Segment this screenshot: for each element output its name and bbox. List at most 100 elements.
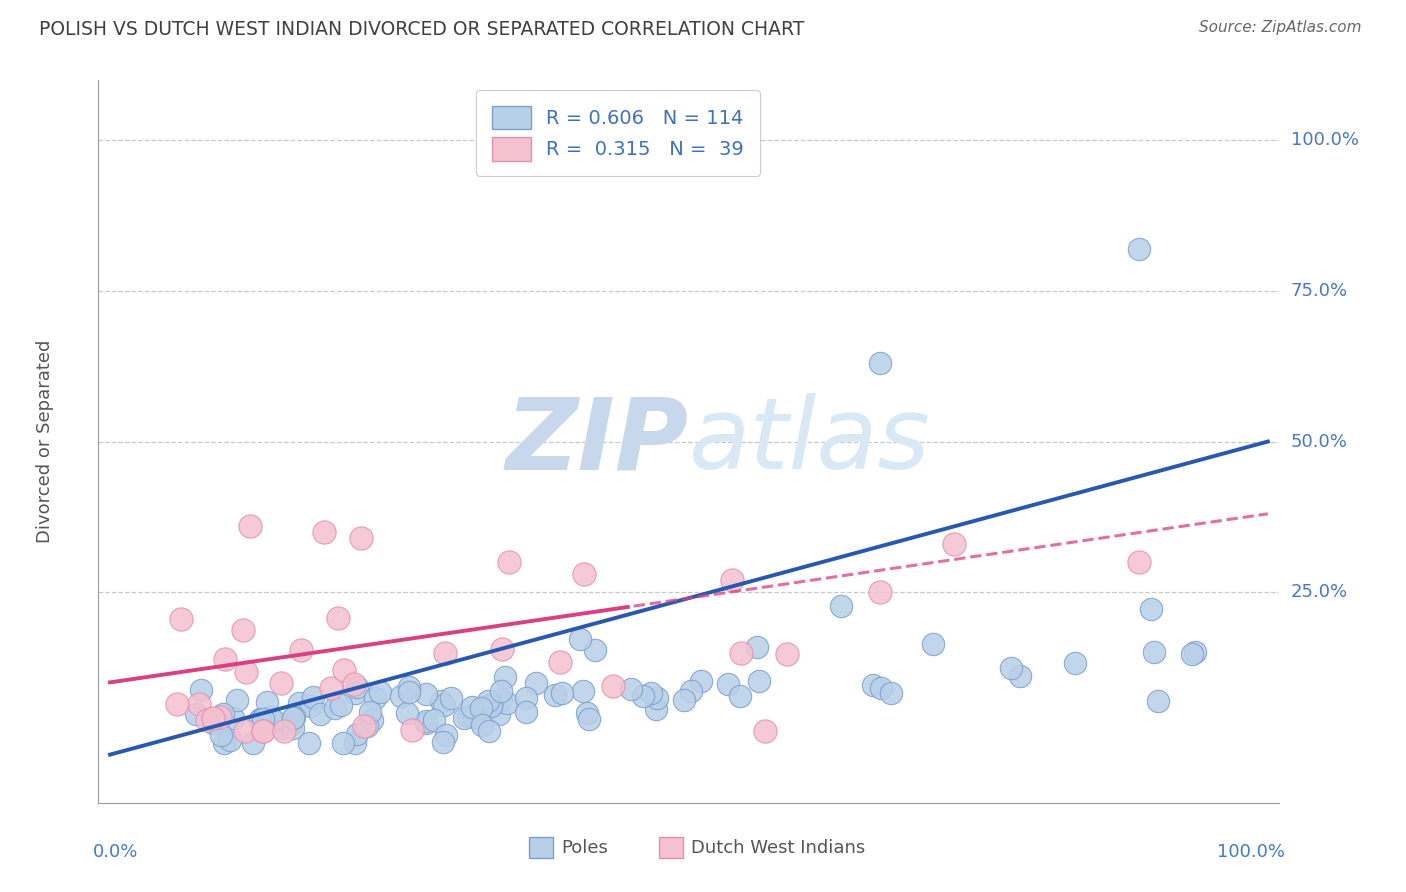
Point — [710, 645, 733, 659]
Point — [700, 555, 723, 569]
Point — [129, 652, 152, 666]
Point — [734, 647, 756, 661]
Point — [1060, 332, 1083, 346]
Point — [222, 713, 245, 727]
Point — [153, 712, 176, 726]
Point — [817, 326, 839, 341]
Point — [254, 687, 277, 701]
Point — [339, 655, 361, 669]
Point — [150, 713, 173, 727]
Point — [141, 623, 163, 637]
Point — [294, 723, 316, 738]
Point — [886, 253, 908, 268]
Point — [340, 686, 363, 700]
Point — [305, 697, 328, 711]
Point — [198, 701, 221, 715]
Point — [534, 677, 557, 691]
Point — [166, 723, 188, 738]
Point — [285, 710, 308, 724]
Point — [211, 686, 233, 700]
Point — [212, 681, 235, 695]
Text: POLISH VS DUTCH WEST INDIAN DIVORCED OR SEPARATED CORRELATION CHART: POLISH VS DUTCH WEST INDIAN DIVORCED OR … — [39, 20, 804, 38]
Point — [446, 573, 468, 587]
Point — [626, 669, 648, 683]
Text: atlas: atlas — [689, 393, 931, 490]
Point — [243, 706, 266, 721]
Point — [111, 706, 134, 721]
Point — [270, 691, 292, 706]
Point — [444, 677, 467, 691]
Point — [127, 728, 149, 742]
Point — [290, 700, 312, 714]
Point — [295, 698, 318, 712]
Point — [211, 735, 233, 749]
Point — [335, 689, 357, 703]
Point — [353, 567, 375, 582]
Text: Poles: Poles — [561, 838, 609, 856]
Point — [195, 681, 218, 695]
Point — [572, 637, 595, 651]
Point — [224, 691, 246, 706]
Point — [156, 715, 179, 730]
Point — [467, 723, 489, 738]
Point — [463, 673, 485, 688]
Text: Source: ZipAtlas.com: Source: ZipAtlas.com — [1198, 20, 1361, 35]
Point — [427, 673, 450, 688]
Point — [204, 663, 226, 677]
Point — [172, 721, 194, 735]
Point — [302, 641, 325, 656]
Point — [122, 715, 145, 730]
Point — [145, 519, 167, 533]
Point — [256, 714, 278, 728]
Point — [142, 665, 165, 680]
Point — [481, 647, 503, 661]
Point — [353, 683, 375, 698]
Point — [295, 698, 318, 713]
Point — [735, 645, 758, 659]
Point — [318, 705, 340, 719]
Point — [146, 735, 169, 749]
Point — [215, 531, 238, 545]
Point — [101, 612, 124, 626]
Point — [260, 714, 283, 728]
Point — [128, 707, 150, 722]
Text: 100.0%: 100.0% — [1218, 843, 1285, 861]
Point — [173, 709, 195, 723]
Point — [166, 721, 188, 735]
Point — [170, 718, 193, 732]
Point — [302, 692, 325, 706]
Point — [246, 723, 269, 737]
Point — [177, 643, 200, 657]
Point — [1118, 362, 1140, 376]
Point — [166, 716, 188, 731]
Point — [254, 716, 277, 731]
Point — [290, 718, 312, 732]
Point — [1025, 211, 1047, 226]
Text: 50.0%: 50.0% — [1291, 433, 1347, 450]
Point — [661, 656, 683, 670]
Point — [886, 524, 908, 539]
Point — [245, 685, 267, 699]
Point — [515, 599, 537, 613]
Point — [100, 698, 122, 712]
Point — [136, 693, 159, 707]
Point — [384, 682, 406, 697]
Text: Divorced or Separated: Divorced or Separated — [37, 340, 55, 543]
Point — [371, 679, 394, 693]
Point — [200, 611, 222, 625]
Point — [396, 685, 419, 699]
Point — [356, 706, 378, 721]
Point — [451, 690, 474, 704]
Point — [118, 713, 141, 727]
Point — [800, 645, 823, 659]
Point — [540, 681, 562, 695]
Text: 25.0%: 25.0% — [1291, 583, 1348, 601]
Point — [172, 711, 194, 725]
Point — [267, 728, 290, 742]
Point — [420, 683, 443, 698]
Point — [183, 698, 205, 713]
Text: 0.0%: 0.0% — [93, 843, 138, 861]
Point — [301, 707, 323, 722]
Point — [307, 555, 329, 569]
Point — [538, 356, 561, 370]
